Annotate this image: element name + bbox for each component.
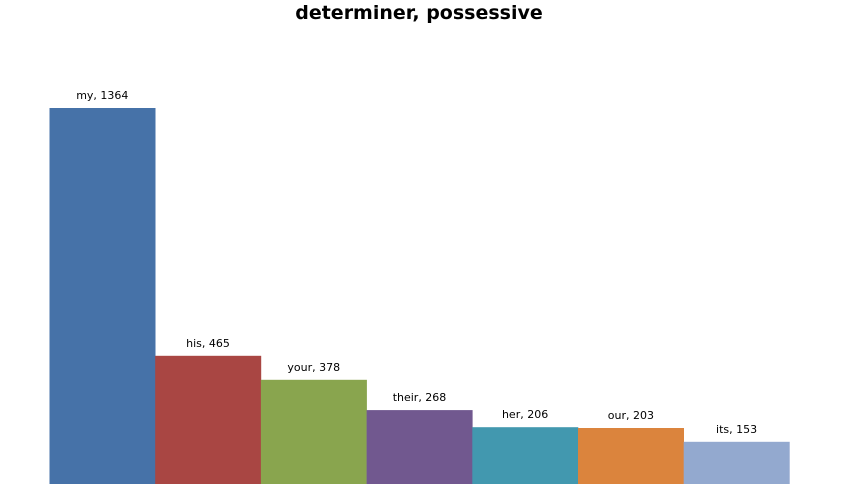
bar-its [683,441,790,484]
bars-group [49,108,790,484]
bar-her [472,427,579,484]
data-label-her: her, 206 [502,408,548,421]
bar-his [155,355,262,484]
data-label-its: its, 153 [716,423,757,436]
bar-their [366,410,473,484]
data-labels-group: my, 1364 his, 465 your, 378 their, 268 her, … [76,89,757,436]
data-label-your: your, 378 [287,361,340,374]
data-label-our: our, 203 [608,409,654,422]
data-label-his: his, 465 [186,337,230,350]
data-label-my: my, 1364 [76,89,128,102]
bar-our [578,428,684,484]
bar-your [260,379,367,484]
data-label-their: their, 268 [393,391,447,404]
chart-title: determiner, possessive [295,2,543,24]
bar-my [49,108,156,484]
